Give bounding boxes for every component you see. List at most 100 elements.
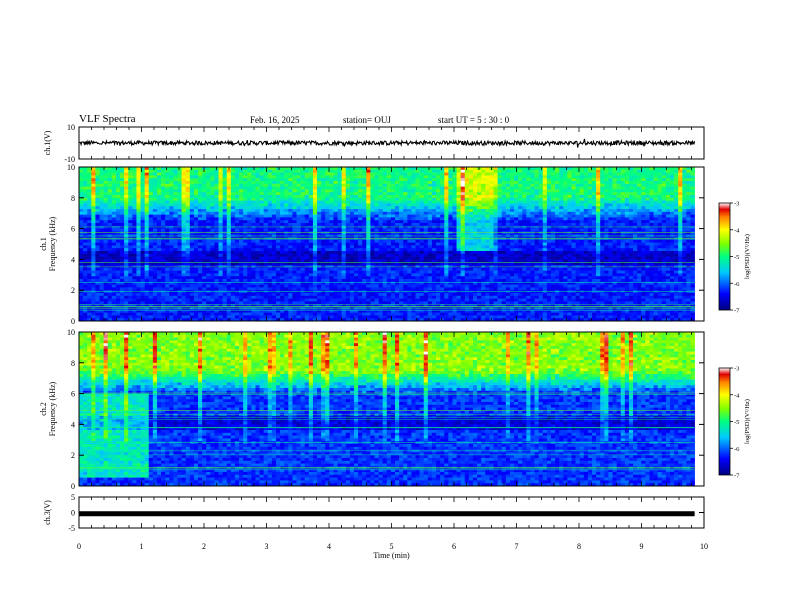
spectrogram-cell bbox=[79, 167, 84, 171]
spectrogram-cell bbox=[317, 318, 322, 322]
spectrogram-cell bbox=[239, 307, 244, 311]
spectrogram-cell bbox=[132, 287, 137, 291]
spectrogram-cell bbox=[140, 267, 145, 271]
spectrogram-cell bbox=[362, 186, 367, 190]
spectrogram-cell bbox=[395, 172, 400, 176]
spectrogram-cell bbox=[386, 262, 392, 266]
spectrogram-cell bbox=[358, 270, 363, 274]
spectrogram-cell bbox=[304, 295, 310, 299]
spectrogram-cell bbox=[390, 293, 396, 297]
spectrogram-cell bbox=[165, 183, 170, 187]
spectrogram-cell bbox=[247, 273, 252, 277]
spectrogram-cell bbox=[304, 167, 310, 171]
spectrogram-cell bbox=[280, 262, 285, 266]
spectrogram-cell bbox=[95, 265, 100, 269]
spectrogram-cell bbox=[185, 251, 191, 255]
spectrogram-cell bbox=[222, 192, 228, 196]
spectrogram-cell bbox=[79, 175, 84, 179]
spectrogram-cell bbox=[259, 217, 264, 221]
spectrogram-cell bbox=[103, 189, 109, 193]
spectrogram-cell bbox=[218, 276, 223, 280]
spectrogram-cell bbox=[181, 315, 186, 319]
spectrogram-cell bbox=[234, 312, 240, 316]
spectrogram-cell bbox=[325, 273, 330, 277]
spectrogram-cell bbox=[292, 231, 297, 235]
spectrogram-cell bbox=[83, 298, 88, 302]
spectrogram-cell bbox=[91, 276, 96, 280]
spectrogram-cell bbox=[111, 281, 117, 285]
spectrogram-cell bbox=[185, 253, 191, 257]
spectrogram-cell bbox=[193, 223, 199, 227]
spectrogram-cell bbox=[165, 197, 170, 201]
spectrogram-cell bbox=[267, 197, 273, 201]
spectrogram-cell bbox=[173, 273, 178, 277]
spectrogram-cell bbox=[390, 175, 396, 179]
spectrogram-cell bbox=[87, 181, 92, 185]
spectrogram-cell bbox=[390, 195, 396, 199]
spectrogram-cell bbox=[304, 183, 310, 187]
spectrogram-cell bbox=[193, 304, 199, 308]
spectrogram-cell bbox=[103, 181, 109, 185]
spectrogram-cell bbox=[267, 276, 273, 280]
spectrogram-cell bbox=[234, 284, 240, 288]
spectrogram-cell bbox=[202, 293, 207, 297]
spectrogram-cell bbox=[370, 203, 375, 207]
spectrogram-cell bbox=[161, 287, 166, 291]
spectrogram-cell bbox=[300, 315, 306, 319]
spectrogram-cell bbox=[189, 231, 195, 235]
spectrogram-cell bbox=[431, 169, 437, 173]
spectrogram-cell bbox=[193, 197, 199, 201]
spectrogram-cell bbox=[431, 217, 437, 221]
spectrogram-cell bbox=[280, 307, 285, 311]
spectrogram-cell bbox=[177, 181, 182, 185]
spectrogram-cell bbox=[198, 169, 203, 173]
spectrogram-cell bbox=[300, 307, 306, 311]
spectrogram-cell bbox=[317, 287, 322, 291]
spectrogram-cell bbox=[79, 309, 84, 313]
spectrogram-cell bbox=[431, 312, 437, 316]
spectrogram-cell bbox=[230, 181, 236, 185]
spectrogram-cell bbox=[271, 281, 277, 285]
spectrogram-cell bbox=[427, 189, 433, 193]
spectrogram-cell bbox=[234, 206, 240, 210]
spectrogram-cell bbox=[276, 315, 281, 319]
spectrogram-cell bbox=[399, 220, 404, 224]
spectrogram-cell bbox=[284, 251, 289, 255]
spectrogram-cell bbox=[436, 209, 441, 213]
spectrogram-cell bbox=[202, 276, 207, 280]
spectrogram-cell bbox=[169, 253, 174, 257]
spectrogram-cell bbox=[234, 298, 240, 302]
spectrogram-cell bbox=[226, 181, 232, 185]
spectrogram-cell bbox=[312, 220, 318, 224]
spectrogram-cell bbox=[230, 276, 236, 280]
spectrogram-cell bbox=[263, 228, 269, 232]
spectrogram-cell bbox=[239, 195, 244, 199]
spectrogram-cell bbox=[386, 178, 392, 182]
spectrogram-cell bbox=[214, 242, 219, 246]
spectrogram-cell bbox=[99, 231, 104, 235]
spectrogram-cell bbox=[210, 186, 215, 190]
spectrogram-cell bbox=[296, 293, 301, 297]
spectrogram-cell bbox=[362, 262, 367, 266]
spectrogram-cell bbox=[292, 183, 297, 187]
spectrogram-cell bbox=[370, 209, 375, 213]
spectrogram-cell bbox=[243, 248, 248, 252]
spectrogram-cell bbox=[292, 209, 297, 213]
spectrogram-cell bbox=[115, 301, 121, 305]
spectrogram-cell bbox=[128, 178, 133, 182]
spectrogram-cell bbox=[386, 189, 392, 193]
spectrogram-cell bbox=[181, 284, 186, 288]
spectrogram-cell bbox=[333, 167, 338, 171]
spectrogram-cell bbox=[124, 309, 129, 313]
spectrogram-cell bbox=[181, 262, 186, 266]
spectrogram-cell bbox=[198, 223, 203, 227]
spectrogram-cell bbox=[259, 242, 264, 246]
spectrogram-cell bbox=[312, 265, 318, 269]
spectrogram-cell bbox=[255, 284, 260, 288]
spectrogram-cell bbox=[87, 301, 92, 305]
spectrogram-cell bbox=[337, 228, 342, 232]
spectrogram-cell bbox=[79, 217, 84, 221]
spectrogram-cell bbox=[419, 312, 425, 316]
spectrogram-cell bbox=[234, 178, 240, 182]
spectrogram-cell bbox=[358, 169, 363, 173]
